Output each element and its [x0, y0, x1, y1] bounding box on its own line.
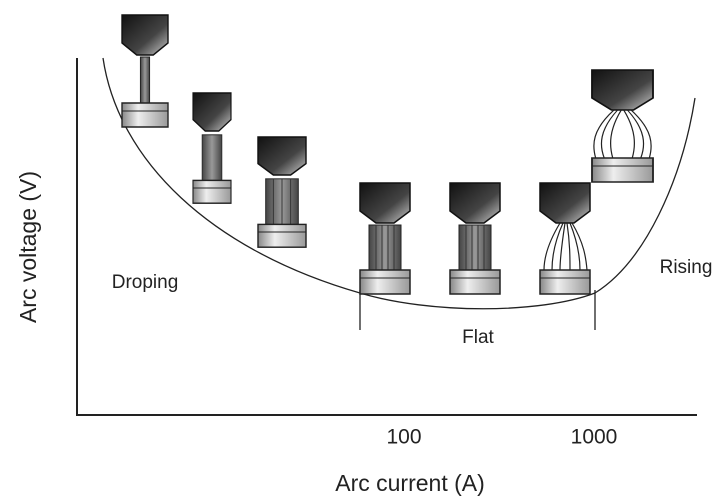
electrode	[359, 182, 411, 295]
characteristic-curve	[102, 57, 696, 310]
axes	[76, 58, 697, 416]
axis-lines	[76, 58, 697, 416]
electrode	[539, 182, 591, 295]
region-label: Flat	[462, 327, 494, 348]
flat-bracket	[359, 290, 596, 330]
region-label: Droping	[112, 272, 179, 293]
electrode	[121, 14, 169, 128]
electrode	[449, 182, 501, 295]
x-axis-label: Arc current (A)	[335, 470, 485, 496]
electrode	[257, 136, 307, 248]
electrode	[192, 92, 232, 204]
region-label: Rising	[660, 257, 713, 278]
x-tick-label: 100	[386, 426, 421, 449]
electrode	[591, 69, 654, 183]
x-tick-label: 1000	[571, 426, 618, 449]
y-axis-label: Arc voltage (V)	[15, 171, 41, 323]
